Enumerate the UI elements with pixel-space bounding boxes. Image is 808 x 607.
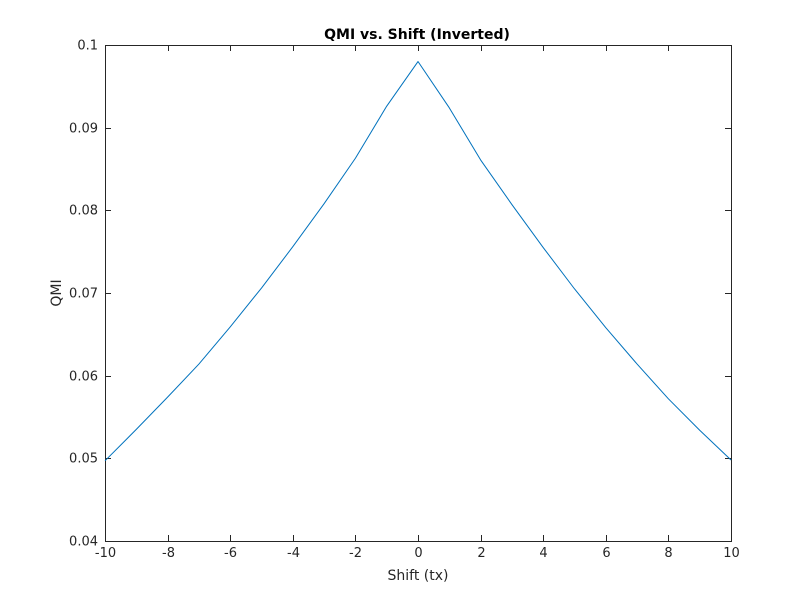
plot-area [105,45,732,542]
axes-box [105,45,732,542]
y-tick-label: 0.1 [77,39,98,54]
chart-title: QMI vs. Shift (Inverted) [324,27,510,43]
x-tick-label: 2 [477,546,485,561]
y-tick-label: 0.05 [69,452,98,467]
x-tick-label: -2 [349,546,362,561]
x-tick-label: 8 [664,546,672,561]
y-tick-label: 0.09 [69,122,98,137]
x-tick-label: -6 [224,546,237,561]
y-tick-label: 0.04 [69,535,98,550]
y-axis-label: QMI [49,279,65,306]
x-tick-label: -10 [95,546,116,561]
x-tick-label: 4 [539,546,547,561]
x-axis: -10 -8 -6 -4 -2 0 2 4 6 8 10 [95,45,740,561]
x-axis-label: Shift (tx) [388,568,449,584]
y-tick-label: 0.08 [69,204,98,219]
x-tick-label: 0 [414,546,422,561]
x-tick-label: 6 [602,546,610,561]
x-tick-label: -8 [162,546,175,561]
series-layer [104,61,732,462]
x-tick-label: -4 [287,546,300,561]
y-axis: 0.04 0.05 0.06 0.07 0.08 0.09 0.1 [69,39,731,550]
y-tick-label: 0.06 [69,370,98,385]
series-line-0 [104,61,732,462]
y-tick-label: 0.07 [69,287,98,302]
x-tick-label: 10 [723,546,740,561]
